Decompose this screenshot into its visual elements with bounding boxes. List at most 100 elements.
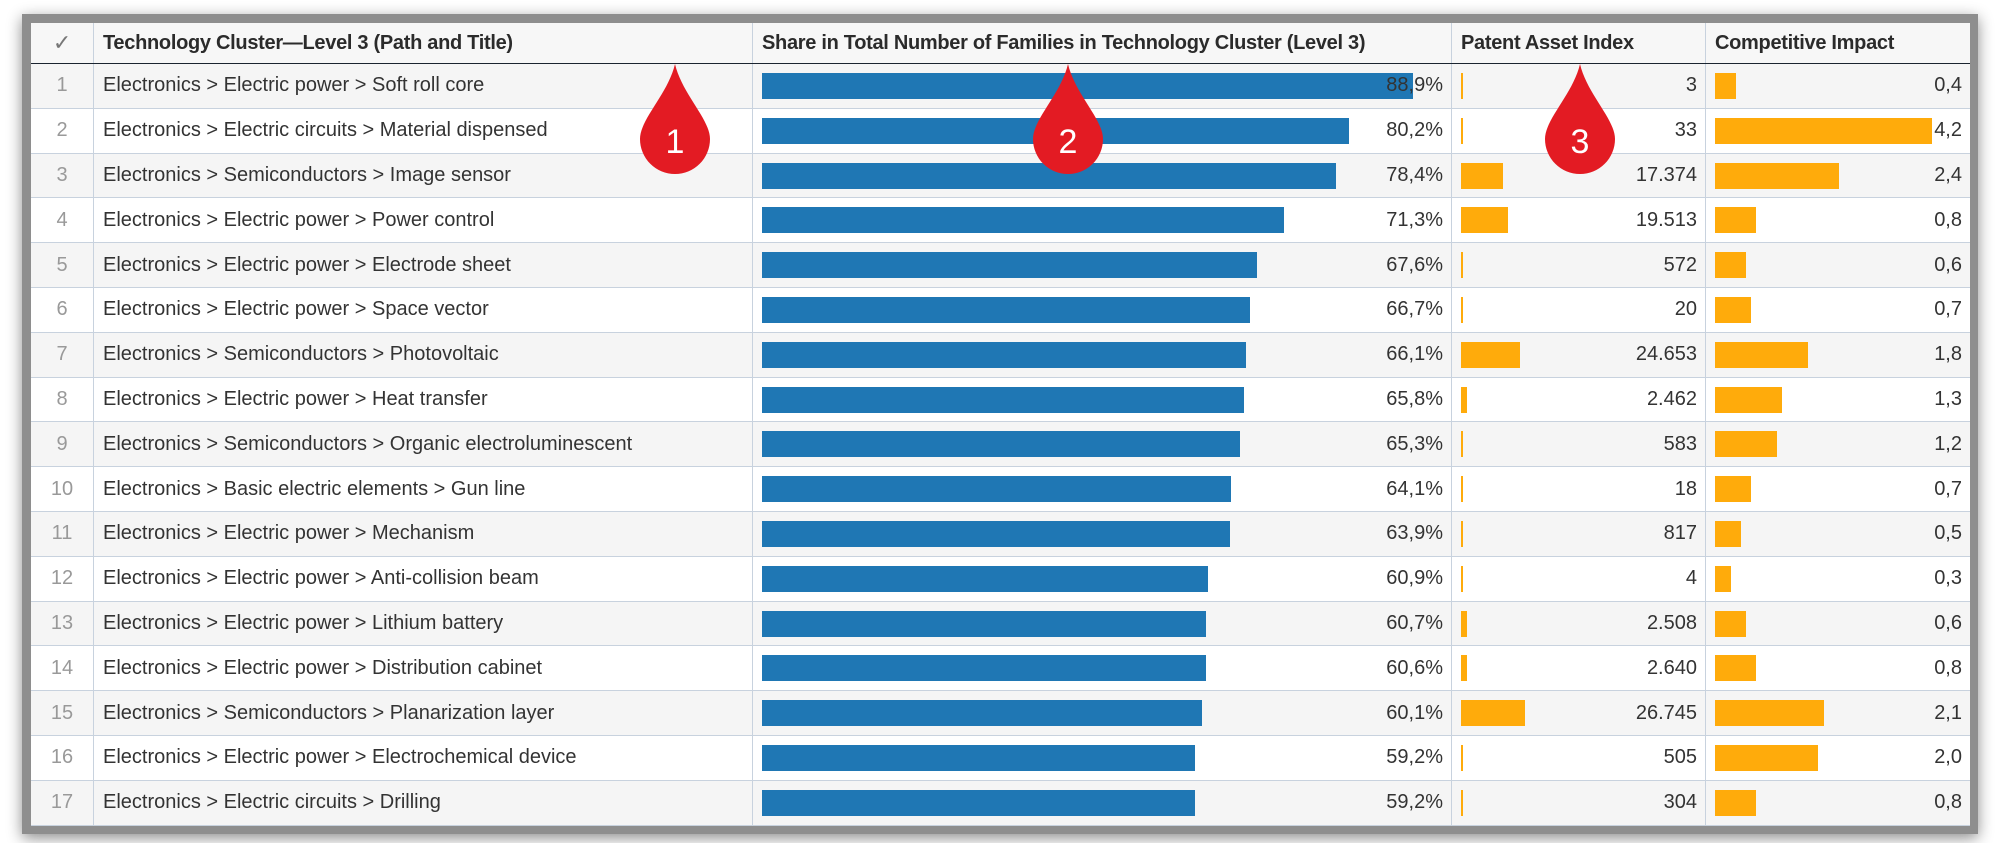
share-bar	[762, 297, 1251, 323]
row-number: 6	[31, 288, 94, 332]
share-value: 60,7%	[1386, 611, 1443, 634]
ci-value: 0,7	[1934, 477, 1962, 500]
select-all-checkbox[interactable]: ✓	[31, 23, 94, 63]
share-bar	[762, 700, 1202, 727]
pai-value: 17.374	[1635, 163, 1697, 186]
ci-bar	[1715, 252, 1747, 279]
share-cell: 88,9%	[753, 64, 1452, 108]
share-bar	[762, 745, 1196, 771]
row-number: 4	[31, 198, 94, 243]
cluster-cell: Electronics > Basic electric elements > …	[94, 467, 753, 511]
row-number: 3	[31, 153, 94, 198]
share-cell: 64,1%	[753, 467, 1452, 511]
row-number: 9	[31, 422, 94, 467]
cluster-cell: Electronics > Electric power > Heat tran…	[94, 377, 753, 422]
table-row[interactable]: 4 Electronics > Electric power > Power co…	[31, 198, 1970, 244]
pai-cell: 20	[1452, 288, 1706, 332]
cluster-cell: Electronics > Electric circuits > Drilli…	[94, 780, 753, 825]
pai-cell: 2.508	[1452, 601, 1706, 646]
ci-value: 0,8	[1934, 656, 1962, 679]
table-row[interactable]: 17 Electronics > Electric circuits > Dril…	[31, 780, 1970, 826]
pai-value: 4	[1685, 567, 1697, 590]
ci-cell: 1,3	[1706, 378, 1970, 422]
annotation-marker-1: 1	[640, 64, 710, 174]
row-number: 2	[31, 108, 94, 153]
share-cell: 60,1%	[753, 691, 1452, 735]
ci-cell: 0,6	[1706, 243, 1970, 287]
column-header-competitive-impact[interactable]: Competitive Impact	[1715, 31, 1895, 54]
ci-value: 2,0	[1934, 746, 1962, 769]
share-cell: 59,2%	[753, 736, 1452, 780]
share-cell: 65,8%	[753, 377, 1452, 422]
share-bar	[762, 476, 1232, 503]
share-value: 80,2%	[1386, 119, 1443, 142]
column-header-share[interactable]: Share in Total Number of Families in Tec…	[753, 23, 1452, 63]
pai-value: 2.508	[1646, 611, 1697, 634]
table-row[interactable]: 13 Electronics > Electric power > Lithium…	[31, 601, 1970, 647]
share-cell: 60,6%	[753, 646, 1452, 691]
table-row[interactable]: 8 Electronics > Electric power > Heat tra…	[31, 377, 1970, 423]
row-number: 16	[31, 736, 94, 780]
ci-bar	[1715, 700, 1824, 727]
share-cell: 66,1%	[753, 332, 1452, 377]
share-value: 60,1%	[1386, 701, 1443, 724]
pai-cell: 18	[1452, 467, 1706, 511]
ci-bar	[1715, 162, 1840, 189]
table-row[interactable]: 9 Electronics > Semiconductors > Organic …	[31, 422, 1970, 468]
table-row[interactable]: 1 Electronics > Electric power > Soft rol…	[31, 64, 1970, 109]
table-row[interactable]: 10 Electronics > Basic electric elements …	[31, 467, 1970, 512]
row-number: 10	[31, 467, 94, 511]
table-row[interactable]: 7 Electronics > Semiconductors > Photovol…	[31, 332, 1970, 378]
table-row[interactable]: 12 Electronics > Electric power > Anti-co…	[31, 556, 1970, 602]
ci-value: 2,4	[1934, 163, 1962, 186]
ci-value: 0,4	[1934, 74, 1962, 97]
pai-cell: 2.462	[1452, 377, 1706, 422]
table-row[interactable]: 5 Electronics > Electric power > Electrod…	[31, 243, 1970, 288]
ci-cell: 1,2	[1706, 422, 1970, 466]
table-row[interactable]: 3 Electronics > Semiconductors > Image se…	[31, 153, 1970, 199]
pai-value: 26.745	[1635, 701, 1697, 724]
pai-bar	[1461, 297, 1463, 323]
row-number: 1	[31, 64, 94, 108]
table-row[interactable]: 2 Electronics > Electric circuits > Mater…	[31, 108, 1970, 154]
column-header-cluster[interactable]: Technology Cluster—Level 3 (Path and Tit…	[94, 23, 753, 63]
ci-value: 0,7	[1934, 298, 1962, 321]
share-value: 65,8%	[1386, 387, 1443, 410]
ci-value: 1,2	[1934, 432, 1962, 455]
row-number: 7	[31, 332, 94, 377]
column-header-patent-asset-index[interactable]: Patent Asset Index	[1452, 23, 1706, 63]
pai-cell: 817	[1452, 512, 1706, 556]
share-value: 60,9%	[1386, 567, 1443, 590]
pai-bar	[1461, 252, 1463, 279]
cluster-cell: Electronics > Electric power > Electroch…	[94, 736, 753, 780]
pai-value: 505	[1663, 746, 1697, 769]
pai-value: 33	[1674, 119, 1697, 142]
table-row[interactable]: 14 Electronics > Electric power > Distrib…	[31, 646, 1970, 692]
table-row[interactable]: 15 Electronics > Semiconductors > Planari…	[31, 691, 1970, 736]
ci-cell: 4,2	[1706, 109, 1970, 153]
table-row[interactable]: 11 Electronics > Electric power > Mechani…	[31, 512, 1970, 557]
table-row[interactable]: 16 Electronics > Electric power > Electro…	[31, 736, 1970, 781]
row-number: 5	[31, 243, 94, 287]
ci-bar	[1715, 386, 1783, 413]
share-value: 65,3%	[1386, 432, 1443, 455]
table-row[interactable]: 6 Electronics > Electric power > Space ve…	[31, 288, 1970, 333]
pai-bar	[1461, 431, 1463, 458]
share-cell: 60,7%	[753, 601, 1452, 646]
cluster-cell: Electronics > Electric power > Anti-coll…	[94, 556, 753, 601]
pai-bar	[1461, 162, 1503, 189]
annotation-marker-3: 3	[1545, 64, 1615, 174]
ci-bar	[1715, 745, 1819, 771]
pai-bar	[1461, 610, 1467, 637]
ci-bar	[1715, 73, 1736, 99]
cluster-cell: Electronics > Electric power > Distribut…	[94, 646, 753, 691]
pai-cell: 26.745	[1452, 691, 1706, 735]
ci-bar	[1715, 297, 1752, 323]
pai-value: 2.462	[1646, 387, 1697, 410]
share-cell: 65,3%	[753, 422, 1452, 467]
pai-bar	[1461, 386, 1467, 413]
ci-value: 1,8	[1934, 343, 1962, 366]
ci-cell: 0,7	[1706, 467, 1970, 511]
cluster-cell: Electronics > Electric power > Soft roll…	[94, 64, 753, 108]
ci-value: 0,5	[1934, 522, 1962, 545]
